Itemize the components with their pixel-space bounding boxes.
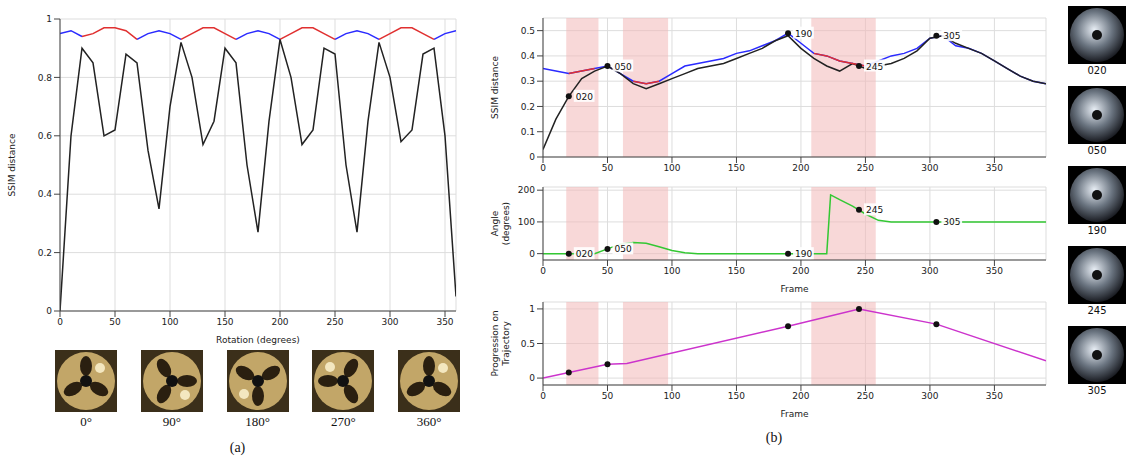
svg-text:1: 1: [46, 14, 52, 24]
svg-text:300: 300: [921, 391, 938, 401]
svg-text:200: 200: [792, 266, 809, 276]
svg-text:350: 350: [986, 266, 1003, 276]
svg-text:100: 100: [663, 163, 680, 173]
svg-text:Rotation (degrees): Rotation (degrees): [216, 335, 300, 345]
svg-text:0.2: 0.2: [38, 248, 52, 258]
svg-text:020: 020: [576, 249, 593, 259]
svg-text:305: 305: [943, 31, 960, 41]
html-text:0°: 0°: [80, 414, 92, 429]
svg-text:150: 150: [728, 266, 745, 276]
svg-text:050: 050: [614, 244, 631, 254]
html-text:245: 245: [1087, 305, 1107, 316]
svg-text:350: 350: [986, 391, 1003, 401]
svg-text:0.8: 0.8: [38, 73, 53, 83]
svg-text:0.4: 0.4: [38, 189, 53, 199]
svg-text:0: 0: [529, 249, 535, 259]
html-text:90°: 90°: [162, 414, 181, 429]
svg-text:50: 50: [602, 391, 614, 401]
svg-text:Frame: Frame: [780, 284, 809, 294]
svg-text:050: 050: [614, 62, 631, 72]
html-text:360°: 360°: [416, 414, 442, 429]
svg-text:0: 0: [540, 163, 546, 173]
svg-text:0.3: 0.3: [521, 76, 535, 86]
svg-text:50: 50: [109, 317, 121, 327]
svg-text:245: 245: [866, 62, 883, 72]
html-text:(b): (b): [765, 430, 783, 445]
svg-text:Angle: Angle: [490, 210, 500, 236]
svg-text:100: 100: [663, 391, 680, 401]
svg-text:0.1: 0.1: [521, 127, 535, 137]
html-text:305: 305: [1087, 385, 1107, 396]
svg-text:300: 300: [381, 317, 398, 327]
html-text:190: 190: [1087, 225, 1107, 236]
svg-text:200: 200: [271, 317, 288, 327]
svg-text:200: 200: [792, 391, 809, 401]
svg-text:100: 100: [663, 266, 680, 276]
svg-text:190: 190: [795, 29, 812, 39]
svg-text:305: 305: [943, 217, 960, 227]
svg-text:Progression on: Progression on: [490, 310, 500, 376]
svg-text:150: 150: [728, 163, 745, 173]
svg-text:0.4: 0.4: [521, 51, 536, 61]
svg-text:245: 245: [866, 205, 883, 215]
svg-text:0: 0: [540, 266, 546, 276]
svg-text:SSIM distance: SSIM distance: [490, 56, 500, 119]
svg-text:150: 150: [728, 391, 745, 401]
svg-text:0: 0: [46, 306, 52, 316]
svg-text:0: 0: [57, 317, 63, 327]
html-text:050: 050: [1087, 145, 1107, 156]
svg-text:250: 250: [857, 266, 874, 276]
svg-text:0: 0: [540, 391, 546, 401]
svg-text:190: 190: [795, 249, 812, 259]
svg-text:200: 200: [518, 185, 535, 195]
html-text:020: 020: [1087, 65, 1107, 76]
html-text:(a): (a): [229, 440, 246, 455]
svg-text:100: 100: [161, 317, 178, 327]
svg-text:Frame: Frame: [780, 409, 809, 419]
svg-text:200: 200: [792, 163, 809, 173]
svg-text:0.6: 0.6: [38, 131, 53, 141]
svg-text:0: 0: [529, 373, 535, 383]
svg-text:(degrees): (degrees): [501, 202, 511, 245]
svg-text:300: 300: [921, 266, 938, 276]
svg-text:020: 020: [576, 92, 593, 102]
svg-text:250: 250: [857, 391, 874, 401]
svg-text:0: 0: [529, 152, 535, 162]
svg-text:350: 350: [436, 317, 453, 327]
svg-text:50: 50: [602, 266, 614, 276]
svg-text:350: 350: [986, 163, 1003, 173]
svg-text:250: 250: [326, 317, 343, 327]
html-text:270°: 270°: [330, 414, 356, 429]
svg-text:100: 100: [518, 217, 535, 227]
svg-text:Trajectory: Trajectory: [501, 321, 511, 367]
svg-text:0.5: 0.5: [521, 26, 535, 36]
svg-text:300: 300: [921, 163, 938, 173]
svg-text:250: 250: [857, 163, 874, 173]
svg-text:1: 1: [529, 304, 535, 314]
svg-text:0.2: 0.2: [521, 102, 535, 112]
svg-text:0.5: 0.5: [521, 339, 535, 349]
svg-text:SSIM distance: SSIM distance: [7, 133, 17, 196]
svg-text:150: 150: [216, 317, 233, 327]
svg-text:50: 50: [602, 163, 614, 173]
html-text:180°: 180°: [245, 414, 270, 429]
